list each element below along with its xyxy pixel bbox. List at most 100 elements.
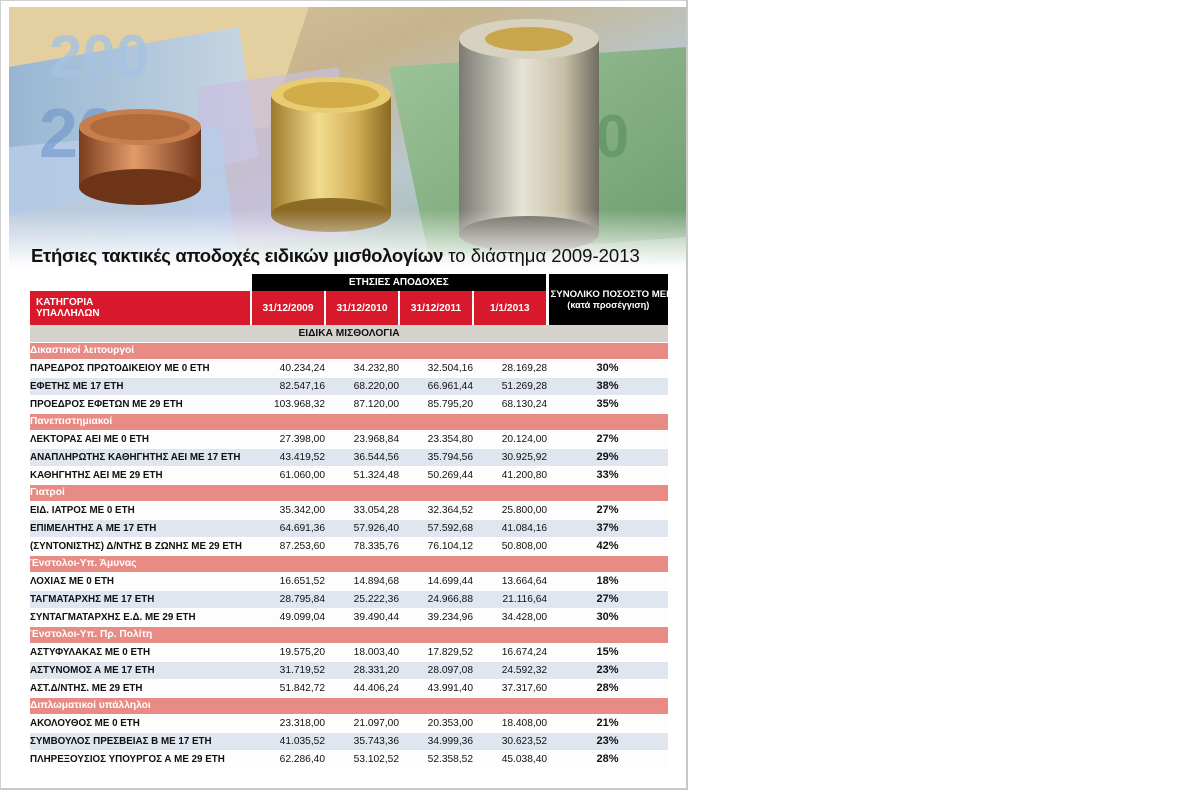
table-row: ΑΚΟΛΟΥΘΟΣ ΜΕ 0 ΕΤΗ 23.318,00 21.097,00 20.3… (30, 714, 669, 733)
salary-value-cell: 43.419,52 (251, 448, 325, 467)
salary-value-cell: 16.674,24 (473, 643, 548, 662)
salary-value-cell: 24.592,32 (473, 661, 548, 680)
employee-category-cell: (ΣΥΝΤΟΝΙΣΤΗΣ) Δ/ΝΤΗΣ Β ΖΩΝΗΣ ΜΕ 29 ΕΤΗ (30, 537, 251, 556)
table-row: ΤΑΓΜΑΤΑΡΧΗΣ ΜΕ 17 ΕΤΗ 28.795,84 25.222,36 2… (30, 590, 669, 609)
salary-value-cell: 28.795,84 (251, 590, 325, 609)
reduction-percent-cell: 15% (547, 643, 669, 662)
reduction-percent-cell: 27% (547, 430, 669, 449)
special-salaries-row: ΕΙΔΙΚΑ ΜΙΣΘΟΛΟΓΙΑ (30, 325, 669, 343)
date-header-2011: 31/12/2011 (398, 291, 473, 325)
salary-value-cell: 45.038,40 (473, 750, 548, 768)
table-row: ΠΑΡΕΔΡΟΣ ΠΡΩΤΟΔΙΚΕΙΟΥ ΜΕ 0 ΕΤΗ 40.234,24 3… (30, 359, 669, 378)
employee-category-cell: ΣΥΜΒΟΥΛΟΣ ΠΡΕΣΒΕΙΑΣ Β ΜΕ 17 ΕΤΗ (30, 732, 251, 751)
employee-category-cell: ΠΑΡΕΔΡΟΣ ΠΡΩΤΟΔΙΚΕΙΟΥ ΜΕ 0 ΕΤΗ (30, 359, 251, 378)
table-row: ΠΡΟΕΔΡΟΣ ΕΦΕΤΩΝ ΜΕ 29 ΕΤΗ 103.968,32 87.12… (30, 395, 669, 414)
salary-value-cell: 50.808,00 (473, 537, 548, 556)
euro-coins-photo: 200 20 100 (9, 7, 686, 267)
title-rest: το διάστημα 2009-2013 (443, 245, 640, 266)
salary-value-cell: 27.398,00 (251, 430, 325, 449)
salary-value-cell: 52.358,52 (399, 750, 473, 768)
salary-value-cell: 35.743,36 (325, 732, 399, 751)
salary-value-cell: 16.651,52 (251, 572, 325, 591)
salary-value-cell: 68.130,24 (473, 395, 548, 414)
group-name: Πανεπιστημιακοί (30, 413, 669, 431)
group-name: Ένστολοι-Υπ. Πρ. Πολίτη (30, 626, 669, 644)
employee-category-cell: ΛΟΧΙΑΣ ΜΕ 0 ΕΤΗ (30, 572, 251, 591)
salary-value-cell: 76.104,12 (399, 537, 473, 556)
reduction-percent-cell: 30% (547, 359, 669, 378)
salary-value-cell: 66.961,44 (399, 377, 473, 396)
salary-value-cell: 49.099,04 (251, 608, 325, 627)
salary-value-cell: 103.968,32 (251, 395, 325, 414)
reduction-percent-cell: 30% (547, 608, 669, 627)
salary-value-cell: 39.234,96 (399, 608, 473, 627)
salary-value-cell: 20.353,00 (399, 714, 473, 733)
reduction-percent-cell: 29% (547, 448, 669, 467)
salary-value-cell: 21.116,64 (473, 590, 548, 609)
salary-value-cell: 34.999,36 (399, 732, 473, 751)
employee-category-cell: ΕΦΕΤΗΣ ΜΕ 17 ΕΤΗ (30, 377, 251, 396)
salary-value-cell: 51.269,28 (473, 377, 548, 396)
reduction-percent-cell: 21% (547, 714, 669, 733)
salary-value-cell: 19.575,20 (251, 643, 325, 662)
employee-category-cell: ΚΑΘΗΓΗΤΗΣ ΑΕΙ ΜΕ 29 ΕΤΗ (30, 466, 251, 485)
salary-value-cell: 62.286,40 (251, 750, 325, 768)
group-header-row: Ένστολοι-Υπ. Άμυνας (30, 555, 669, 573)
employee-category-cell: ΑΣΤ.Δ/ΝΤΗΣ. ΜΕ 29 ΕΤΗ (30, 679, 251, 698)
reduction-percent-cell: 38% (547, 377, 669, 396)
salary-value-cell: 24.966,88 (399, 590, 473, 609)
salary-value-cell: 35.342,00 (251, 501, 325, 520)
salary-value-cell: 32.504,16 (399, 359, 473, 378)
reduction-percent-cell: 27% (547, 590, 669, 609)
group-name: Δικαστικοί λειτουργοί (30, 342, 669, 360)
header-blank-cell (30, 274, 251, 291)
employee-category-cell: ΕΠΙΜΕΛΗΤΗΣ Α ΜΕ 17 ΕΤΗ (30, 519, 251, 538)
header-row-top: ΕΤΗΣΙΕΣ ΑΠΟΔΟΧΕΣ ΣΥΝΟΛΙΚΟ ΠΟΣΟΣΤΟ ΜΕΙΩΣΗ… (30, 274, 669, 325)
employee-category-cell: ΑΣΤΥΦΥΛΑΚΑΣ ΜΕ 0 ΕΤΗ (30, 643, 251, 662)
salary-value-cell: 23.318,00 (251, 714, 325, 733)
table-row: ΣΥΝΤΑΓΜΑΤΑΡΧΗΣ Ε.Δ. ΜΕ 29 ΕΤΗ 49.099,04 39… (30, 608, 669, 627)
summary-title: ΣΥΝΟΛΙΚΟ ΠΟΣΟΣΤΟ ΜΕΙΩΣΗΣ ΑΠΟΔΟΧΩΝ (550, 288, 669, 300)
table-row: ΛΟΧΙΑΣ ΜΕ 0 ΕΤΗ 16.651,52 14.894,68 14.699,… (30, 572, 669, 591)
salary-value-cell: 25.800,00 (473, 501, 548, 520)
employee-category-cell: ΑΚΟΛΟΥΘΟΣ ΜΕ 0 ΕΤΗ (30, 714, 251, 733)
reduction-percent-cell: 23% (547, 732, 669, 751)
table-row: ΚΑΘΗΓΗΤΗΣ ΑΕΙ ΜΕ 29 ΕΤΗ 61.060,00 51.324,4… (30, 466, 669, 485)
salary-value-cell: 31.719,52 (251, 661, 325, 680)
salary-value-cell: 36.544,56 (325, 448, 399, 467)
salary-value-cell: 18.408,00 (473, 714, 548, 733)
salary-value-cell: 40.234,24 (251, 359, 325, 378)
salary-value-cell: 30.925,92 (473, 448, 548, 467)
salary-value-cell: 39.490,44 (325, 608, 399, 627)
salary-value-cell: 37.317,60 (473, 679, 548, 698)
salary-value-cell: 17.829,52 (399, 643, 473, 662)
summary-reduction-header: ΣΥΝΟΛΙΚΟ ΠΟΣΟΣΤΟ ΜΕΙΩΣΗΣ ΑΠΟΔΟΧΩΝ (κατά … (545, 274, 669, 325)
employee-category-cell: ΕΙΔ. ΙΑΤΡΟΣ ΜΕ 0 ΕΤΗ (30, 501, 251, 520)
employee-category-cell: ΤΑΓΜΑΤΑΡΧΗΣ ΜΕ 17 ΕΤΗ (30, 590, 251, 609)
salary-value-cell: 35.794,56 (399, 448, 473, 467)
salary-value-cell: 30.623,52 (473, 732, 548, 751)
salary-value-cell: 34.232,80 (325, 359, 399, 378)
salary-value-cell: 53.102,52 (325, 750, 399, 768)
group-header-row: Διπλωματικοί υπάλληλοι (30, 697, 669, 715)
reduction-percent-cell: 42% (547, 537, 669, 556)
salary-value-cell: 57.592,68 (399, 519, 473, 538)
category-header-line2: ΥΠΑΛΛΗΛΩΝ (36, 308, 100, 319)
reduction-percent-cell: 18% (547, 572, 669, 591)
salary-value-cell: 28.097,08 (399, 661, 473, 680)
salary-value-cell: 87.253,60 (251, 537, 325, 556)
salary-value-cell: 23.968,84 (325, 430, 399, 449)
category-header-line1: ΚΑΤΗΓΟΡΙΑ (36, 297, 94, 308)
group-header-row: Πανεπιστημιακοί (30, 413, 669, 431)
group-name: Διπλωματικοί υπάλληλοι (30, 697, 669, 715)
salary-value-cell: 61.060,00 (251, 466, 325, 485)
reduction-percent-cell: 37% (547, 519, 669, 538)
salary-value-cell: 51.842,72 (251, 679, 325, 698)
salary-value-cell: 21.097,00 (325, 714, 399, 733)
salary-value-cell: 85.795,20 (399, 395, 473, 414)
reduction-percent-cell: 28% (547, 679, 669, 698)
salary-value-cell: 87.120,00 (325, 395, 399, 414)
salary-value-cell: 18.003,40 (325, 643, 399, 662)
date-header-2009: 31/12/2009 (250, 291, 325, 325)
salary-value-cell: 14.699,44 (399, 572, 473, 591)
